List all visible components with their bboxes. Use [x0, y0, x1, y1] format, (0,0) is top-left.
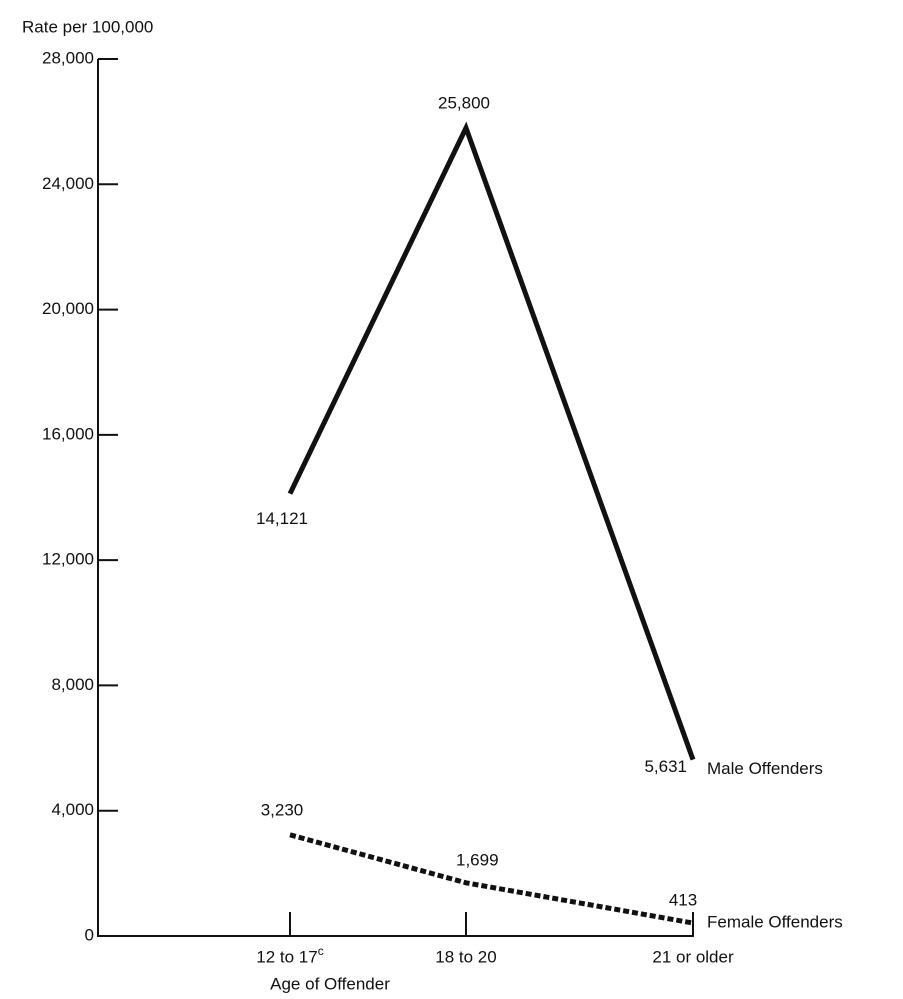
y-tick-label: 20,000 [42, 299, 94, 318]
category-superscript: c [318, 944, 324, 958]
x-axis-label: Age of Offender [270, 974, 390, 993]
data-label: 14,121 [256, 509, 308, 528]
data-label: 25,800 [438, 93, 490, 112]
y-tick-label: 12,000 [42, 550, 94, 569]
series-name: Female Offenders [707, 913, 843, 932]
series-line [289, 832, 694, 926]
data-label: 3,230 [261, 800, 304, 819]
y-tick-label: 0 [85, 925, 94, 944]
y-tick-label: 8,000 [51, 675, 94, 694]
x-tick-label: 18 to 20 [435, 947, 496, 966]
y-tick-label: 24,000 [42, 174, 94, 193]
x-tick-label: 21 or older [652, 947, 734, 966]
y-axis-label: Rate per 100,000 [22, 17, 153, 36]
data-label: 1,699 [456, 850, 499, 869]
y-tick-label: 4,000 [51, 800, 94, 819]
data-label: 5,631 [644, 757, 687, 776]
series-name: Male Offenders [707, 759, 823, 778]
data-label: 413 [669, 891, 697, 910]
series-line [287, 121, 696, 761]
y-tick-label: 16,000 [42, 424, 94, 443]
x-tick-label: 12 to 17c [256, 944, 323, 966]
y-tick-label: 28,000 [42, 48, 94, 67]
